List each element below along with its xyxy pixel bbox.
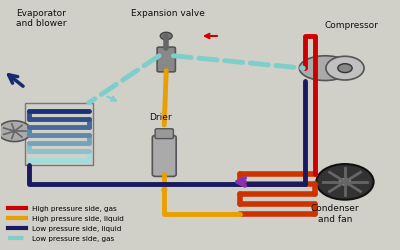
Bar [25, 103, 93, 164]
Circle shape [316, 164, 374, 200]
Circle shape [160, 32, 172, 40]
Circle shape [0, 121, 31, 142]
Ellipse shape [299, 56, 351, 80]
Circle shape [338, 64, 352, 72]
Text: Condenser
and fan: Condenser and fan [311, 204, 359, 224]
Text: Drier: Drier [149, 113, 172, 122]
Text: Evaporator
and blower: Evaporator and blower [16, 9, 66, 28]
FancyBboxPatch shape [152, 136, 176, 176]
Circle shape [338, 178, 352, 186]
FancyBboxPatch shape [157, 47, 175, 72]
Legend: High pressure side, gas, High pressure side, liquid, Low pressure side, liquid, : High pressure side, gas, High pressure s… [5, 203, 126, 245]
FancyBboxPatch shape [155, 129, 173, 138]
Text: Expansion valve: Expansion valve [131, 9, 205, 18]
Circle shape [326, 56, 364, 80]
Text: Compressor: Compressor [324, 21, 378, 30]
